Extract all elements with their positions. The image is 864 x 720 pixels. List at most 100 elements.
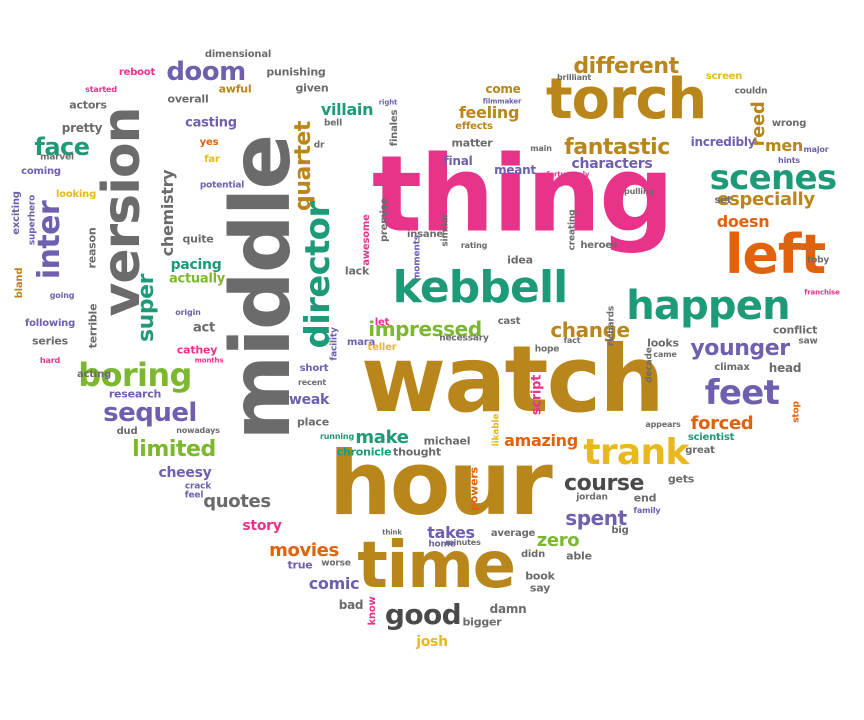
word-exciting: exciting	[11, 191, 22, 235]
word-change: change	[550, 318, 630, 342]
word-couldn: couldn	[734, 86, 768, 97]
word-brilliant: brilliant	[556, 73, 592, 82]
word-saw: saw	[798, 336, 818, 347]
word-feeling: feeling	[458, 103, 520, 122]
word-pacing: pacing	[170, 257, 222, 273]
word-effects: effects	[455, 121, 493, 132]
word-awful: awful	[218, 82, 252, 96]
word-story: story	[242, 518, 282, 534]
word-pretty: pretty	[61, 121, 103, 135]
word-terrible: terrible	[86, 303, 100, 349]
word-scenes: scenes	[709, 158, 838, 198]
word-right: right	[378, 98, 398, 107]
word-running: running	[319, 432, 355, 441]
word-coming: coming	[21, 166, 61, 177]
word-dr: dr	[313, 140, 325, 151]
word-appears: appears	[645, 420, 681, 429]
word-villain: villain	[320, 100, 374, 119]
word-superhero: superhero	[27, 194, 38, 246]
word-punishing: punishing	[266, 65, 326, 79]
word-thing: thing	[371, 133, 674, 256]
word-happen: happen	[626, 283, 790, 329]
word-far: far	[204, 154, 220, 165]
word-cathey: cathey	[176, 343, 218, 357]
word-origin: origin	[175, 308, 201, 317]
word-torch: torch	[545, 67, 707, 132]
word-comic: comic	[308, 574, 360, 593]
word-climax: climax	[714, 362, 750, 373]
word-limited: limited	[132, 437, 216, 462]
word-heroes: heroes	[580, 240, 618, 251]
word-jordan: jordan	[576, 492, 608, 503]
word-given: given	[295, 81, 329, 95]
word-looking: looking	[55, 189, 97, 200]
word-cheesy: cheesy	[158, 465, 212, 481]
word-chemistry: chemistry	[158, 169, 177, 257]
word-incredibly: incredibly	[690, 135, 756, 149]
word-insane: insane	[407, 229, 443, 240]
word-characters: characters	[571, 156, 653, 172]
word-casting: casting	[185, 115, 237, 131]
word-powers: powers	[467, 467, 481, 511]
word-came: came	[653, 350, 677, 359]
word-reboot: reboot	[118, 67, 156, 78]
word-takes: takes	[427, 523, 475, 542]
word-quite: quite	[182, 232, 214, 246]
word-great: great	[685, 445, 715, 456]
word-place: place	[297, 415, 329, 429]
word-let: let	[374, 317, 390, 328]
word-family: family	[633, 506, 661, 515]
word-feel: feel	[184, 490, 204, 501]
word-spent: spent	[565, 506, 627, 530]
word-crack: crack	[184, 481, 212, 492]
word-started: started	[85, 85, 117, 94]
word-premise: premise	[379, 197, 390, 243]
word-wrong: wrong	[771, 118, 807, 129]
word-gets: gets	[667, 472, 695, 486]
word-series: series	[32, 334, 68, 348]
word-impressed: impressed	[368, 317, 482, 341]
word-actually: actually	[168, 271, 226, 287]
word-amazing: amazing	[504, 431, 578, 450]
word-bland: bland	[14, 267, 25, 299]
word-lack: lack	[344, 264, 370, 278]
word-face: face	[34, 133, 90, 161]
word-make: make	[355, 427, 409, 448]
word-similar: similar	[440, 213, 451, 247]
word-damn: damn	[489, 602, 527, 616]
word-matter: matter	[451, 136, 493, 150]
word-scientist: scientist	[687, 432, 735, 443]
word-think: think	[382, 528, 402, 537]
word-main: main	[530, 144, 552, 153]
word-men: men	[765, 136, 803, 155]
word-time: time	[357, 529, 516, 603]
word-final: final	[443, 154, 473, 168]
word-following: following	[24, 318, 76, 329]
word-looks: looks	[647, 336, 679, 350]
word-likable: likable	[491, 413, 502, 447]
word-unfortunately: unfortunately	[536, 170, 590, 179]
word-michael: michael	[423, 434, 471, 448]
word-weak: weak	[288, 392, 330, 408]
word-going: going	[49, 291, 75, 300]
word-home: home	[428, 539, 456, 550]
word-toby: toby	[806, 255, 830, 266]
word-kebbell: kebbell	[392, 262, 569, 313]
word-moments: moments	[412, 235, 423, 281]
word-facility: facility	[329, 327, 340, 361]
word-marvel: marvel	[40, 152, 74, 163]
word-worse: worse	[321, 558, 351, 569]
word-minutes: minutes	[445, 538, 481, 547]
word-idea: idea	[507, 253, 533, 267]
word-fantastic: fantastic	[564, 135, 670, 160]
word-act: act	[193, 320, 215, 336]
word-thought: thought	[393, 445, 441, 459]
word-franchise: franchise	[804, 288, 840, 297]
word-cast: cast	[497, 316, 521, 327]
word-stop: stop	[791, 401, 802, 423]
word-watch: watch	[361, 326, 665, 433]
word-end: end	[633, 491, 657, 505]
word-richards: richards	[606, 305, 617, 347]
word-able: able	[566, 549, 592, 563]
word-boring: boring	[78, 356, 192, 394]
